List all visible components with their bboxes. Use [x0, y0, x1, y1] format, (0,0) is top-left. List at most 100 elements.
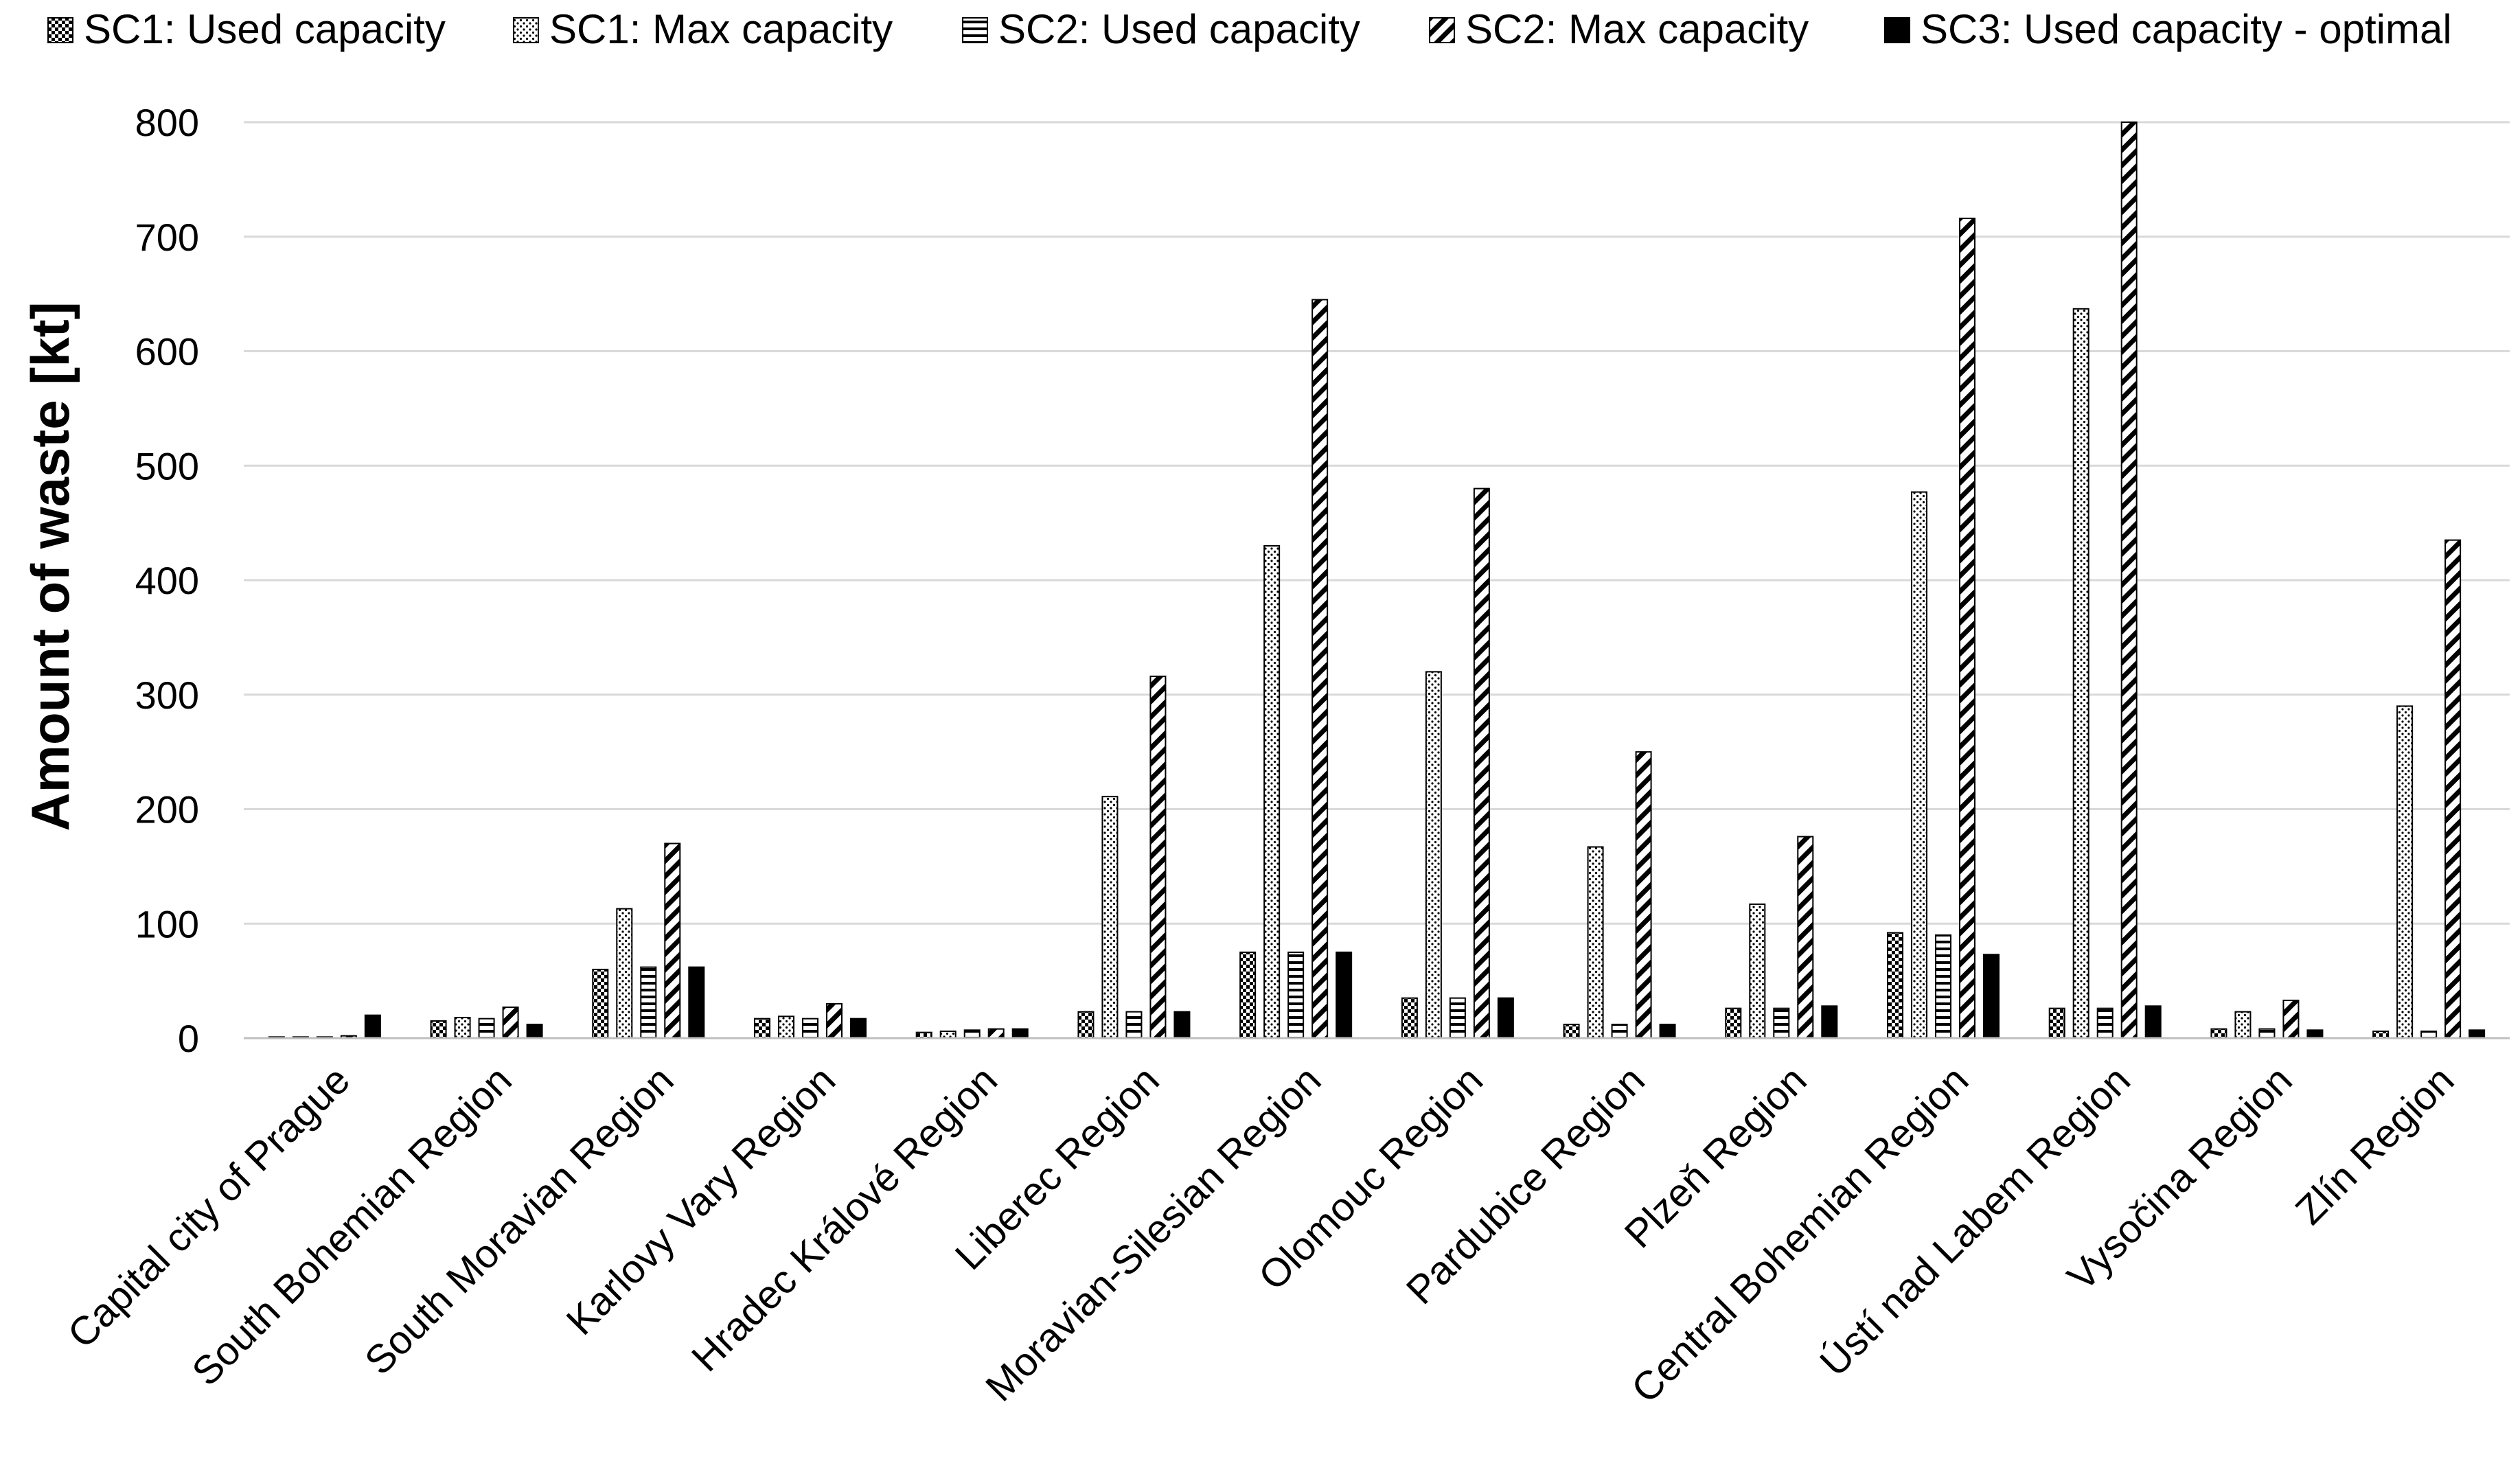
x-category-label: Karlovy Vary Region — [558, 1057, 844, 1344]
bar-5-7 — [1336, 951, 1353, 1039]
bar-3-5 — [963, 1029, 981, 1040]
bar-1-9 — [1563, 1023, 1580, 1039]
bar-2-8 — [1425, 671, 1442, 1039]
bar-2-14 — [2396, 705, 2414, 1040]
bar-4-13 — [2282, 999, 2300, 1040]
bar-5-1 — [364, 1014, 381, 1040]
bar-4-10 — [1797, 836, 1814, 1040]
bar-4-6 — [1149, 676, 1167, 1039]
x-category-label: Moravian-Silesian Region — [977, 1057, 1329, 1410]
y-axis-title: Amount of waste [kt] — [20, 301, 80, 831]
bar-2-6 — [1101, 796, 1119, 1039]
y-tick-label: 0 — [178, 1017, 199, 1060]
bars — [268, 122, 2486, 1040]
y-tick-label: 600 — [135, 330, 199, 374]
bar-2-9 — [1587, 846, 1604, 1039]
bar-5-2 — [526, 1023, 543, 1039]
x-category-label: Ústí nad Labem Region — [1811, 1057, 2139, 1385]
bar-2-2 — [454, 1016, 471, 1039]
x-category-label: Central Bohemian Region — [1623, 1057, 1978, 1412]
bar-2-12 — [2072, 308, 2089, 1039]
bar-4-9 — [1635, 751, 1652, 1039]
bar-3-3 — [640, 966, 657, 1039]
bar-1-8 — [1401, 997, 1418, 1039]
legend-swatch — [962, 17, 988, 43]
bar-2-5 — [939, 1030, 957, 1039]
y-axis-ticks: 0 100 200 300 400 500 600 700 800 — [135, 101, 199, 1060]
bar-5-9 — [1659, 1023, 1676, 1039]
legend-label: SC2: Max capacity — [1465, 6, 1809, 52]
legend-label: SC2: Used capacity — [998, 6, 1360, 52]
bar-1-14 — [2372, 1030, 2390, 1039]
legend-swatch — [1884, 17, 1910, 43]
bar-1-3 — [592, 968, 609, 1039]
bar-4-4 — [826, 1002, 843, 1039]
legend-swatch — [1429, 17, 1455, 43]
x-category-label: Capital city of Prague — [59, 1057, 358, 1357]
gridlines — [244, 121, 2510, 925]
bar-2-11 — [1911, 491, 1927, 1039]
bar-5-5 — [1011, 1028, 1029, 1040]
bar-1-4 — [754, 1018, 770, 1039]
bar-2-10 — [1749, 903, 1766, 1039]
bar-1-12 — [2048, 1007, 2065, 1040]
y-tick-label: 700 — [135, 216, 199, 259]
bar-2-3 — [616, 908, 633, 1040]
legend-label: SC1: Used capacity — [84, 6, 446, 52]
bar-3-13 — [2258, 1028, 2276, 1040]
x-category-label: South Moravian Region — [356, 1057, 683, 1383]
bar-5-12 — [2144, 1005, 2162, 1040]
bar-3-11 — [1935, 934, 1951, 1040]
bar-5-14 — [2469, 1029, 2486, 1040]
bar-4-12 — [2120, 122, 2138, 1039]
bar-4-14 — [2444, 539, 2462, 1039]
bar-4-11 — [1959, 218, 1975, 1040]
bar-4-7 — [1311, 299, 1329, 1039]
bar-3-8 — [1449, 997, 1466, 1039]
bar-4-8 — [1473, 487, 1490, 1039]
bar-3-10 — [1773, 1007, 1790, 1040]
legend-swatch — [513, 17, 539, 43]
y-tick-label: 200 — [135, 788, 199, 831]
y-tick-label: 500 — [135, 444, 199, 487]
y-tick-label: 400 — [135, 559, 199, 602]
legend-label: SC1: Max capacity — [549, 6, 893, 52]
bar-5-8 — [1497, 997, 1514, 1039]
bar-3-2 — [478, 1018, 495, 1039]
bar-3-9 — [1611, 1023, 1628, 1039]
bar-5-6 — [1173, 1011, 1191, 1039]
bar-1-13 — [2210, 1028, 2227, 1040]
bar-1-10 — [1725, 1007, 1742, 1040]
y-tick-label: 300 — [135, 674, 199, 717]
bar-2-7 — [1263, 544, 1281, 1039]
legend: SC1: Used capacity SC1: Max capacity SC2: … — [47, 6, 2452, 52]
bar-3-7 — [1287, 951, 1305, 1039]
bar-5-11 — [1983, 954, 2000, 1039]
bar-1-6 — [1077, 1011, 1095, 1039]
x-category-label: Zlín Region — [2287, 1057, 2463, 1233]
legend-label: SC3: Used capacity - optimal — [1921, 6, 2452, 52]
x-category-label: South Bohemian Region — [183, 1057, 520, 1394]
bar-3-6 — [1125, 1011, 1143, 1039]
bar-4-5 — [987, 1028, 1005, 1040]
bar-1-2 — [430, 1020, 447, 1040]
bar-4-3 — [664, 842, 681, 1040]
bar-5-10 — [1821, 1005, 1838, 1040]
bar-2-13 — [2234, 1011, 2252, 1039]
bar-5-13 — [2306, 1029, 2324, 1040]
bar-3-4 — [802, 1018, 818, 1039]
legend-swatch — [47, 17, 73, 43]
bar-4-2 — [502, 1006, 519, 1040]
x-category-label: Hradec Králové Region — [683, 1057, 1006, 1380]
bar-2-4 — [778, 1015, 794, 1040]
bar-1-11 — [1887, 932, 1903, 1039]
bar-5-3 — [688, 966, 705, 1039]
y-tick-label: 100 — [135, 902, 199, 945]
bar-5-4 — [850, 1018, 867, 1039]
bar-3-14 — [2420, 1030, 2438, 1039]
bar-1-7 — [1239, 951, 1257, 1039]
y-tick-label: 800 — [135, 101, 199, 144]
bar-3-12 — [2096, 1007, 2114, 1040]
